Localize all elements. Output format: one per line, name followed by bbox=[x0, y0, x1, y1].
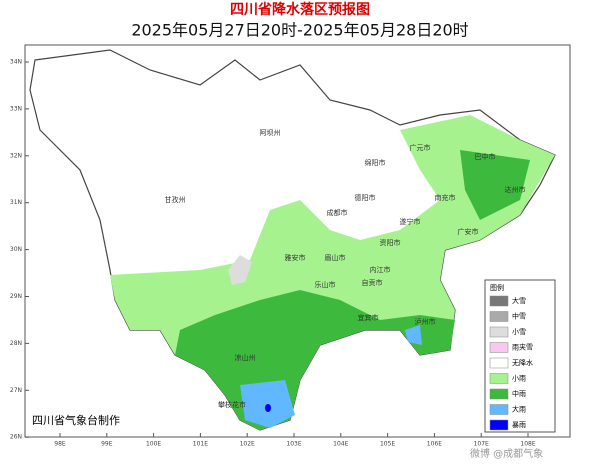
lon-label: 98E bbox=[54, 441, 66, 448]
region-label: 广安市 bbox=[458, 227, 479, 236]
lon-label: 99E bbox=[101, 441, 113, 448]
lat-label: 31N bbox=[10, 199, 22, 206]
legend-swatch bbox=[489, 342, 509, 353]
region-label: 阿坝州 bbox=[260, 128, 281, 137]
legend-label: 无降水 bbox=[512, 358, 533, 367]
lon-label: 100E bbox=[146, 441, 161, 448]
rainstorm-spot bbox=[265, 404, 271, 412]
lat-label: 32N bbox=[10, 152, 22, 159]
credit: 四川省气象台制作 bbox=[32, 413, 120, 427]
region-label: 广元市 bbox=[410, 143, 431, 152]
legend-swatch bbox=[489, 295, 509, 307]
region-label: 宜宾市 bbox=[358, 313, 379, 322]
legend-swatch bbox=[489, 419, 509, 431]
region-label: 巴中市 bbox=[475, 152, 496, 161]
region-label: 遂宁市 bbox=[400, 217, 421, 226]
region-label: 自贡市 bbox=[362, 278, 383, 287]
legend-title: 图例 bbox=[490, 283, 504, 292]
region-label: 雅安市 bbox=[285, 253, 306, 262]
heavy-rain-area bbox=[405, 325, 422, 345]
region-label: 乐山市 bbox=[315, 280, 336, 289]
lat-label: 33N bbox=[10, 105, 22, 112]
region-label: 德阳市 bbox=[355, 193, 376, 202]
lon-label: 107E bbox=[474, 441, 489, 448]
legend-swatch bbox=[489, 373, 509, 384]
lat-label: 28N bbox=[10, 340, 22, 347]
legend-label: 小雪 bbox=[512, 327, 526, 336]
moderate-rain-area bbox=[460, 150, 530, 220]
legend-swatch bbox=[489, 357, 509, 369]
title: 四川省降水落区预报图 bbox=[230, 1, 370, 18]
region-label: 内江市 bbox=[370, 265, 391, 274]
watermark: 微博 @成都气象 bbox=[470, 447, 543, 460]
lat-label: 27N bbox=[10, 387, 22, 394]
lon-label: 105E bbox=[380, 441, 395, 448]
lat-label: 30N bbox=[10, 246, 22, 253]
subtitle: 2025年05月27日20时-2025年05月28日20时 bbox=[131, 21, 468, 40]
credit-bg bbox=[28, 412, 138, 430]
lon-label: 101E bbox=[193, 441, 208, 448]
legend-label: 中雪 bbox=[512, 312, 526, 321]
lon-label: 103E bbox=[286, 441, 301, 448]
region-label: 攀枝花市 bbox=[218, 400, 246, 409]
lat-label: 29N bbox=[10, 293, 22, 300]
legend-swatch bbox=[489, 404, 509, 415]
legend-label: 小雨 bbox=[512, 374, 526, 383]
lon-label: 102E bbox=[240, 441, 255, 448]
heavy-rain-area bbox=[240, 380, 295, 428]
legend-label: 中雨 bbox=[512, 389, 526, 398]
lon-label: 104E bbox=[333, 441, 348, 448]
lat-label: 34N bbox=[10, 59, 22, 66]
region-label: 南充市 bbox=[435, 193, 456, 202]
legend-label: 大雨 bbox=[512, 405, 526, 414]
lon-label: 108E bbox=[520, 441, 535, 448]
legend-swatch bbox=[489, 311, 509, 322]
lon-label: 106E bbox=[427, 441, 442, 448]
region-label: 达州市 bbox=[505, 185, 526, 194]
region-label: 眉山市 bbox=[325, 253, 346, 262]
region-label: 凉山州 bbox=[235, 353, 256, 362]
region-label: 绵阳市 bbox=[365, 158, 386, 167]
legend-swatch bbox=[489, 388, 509, 400]
lat-label: 26N bbox=[10, 434, 22, 441]
legend-swatch bbox=[489, 326, 509, 338]
legend-label: 雨夹雪 bbox=[512, 343, 533, 352]
region-label: 泸州市 bbox=[415, 317, 436, 326]
snow-area bbox=[228, 255, 252, 285]
legend-label: 大雪 bbox=[512, 296, 526, 305]
legend-label: 暴雨 bbox=[512, 421, 526, 429]
region-label: 甘孜州 bbox=[165, 195, 186, 204]
region-label: 成都市 bbox=[327, 208, 348, 217]
region-label: 资阳市 bbox=[380, 238, 401, 247]
